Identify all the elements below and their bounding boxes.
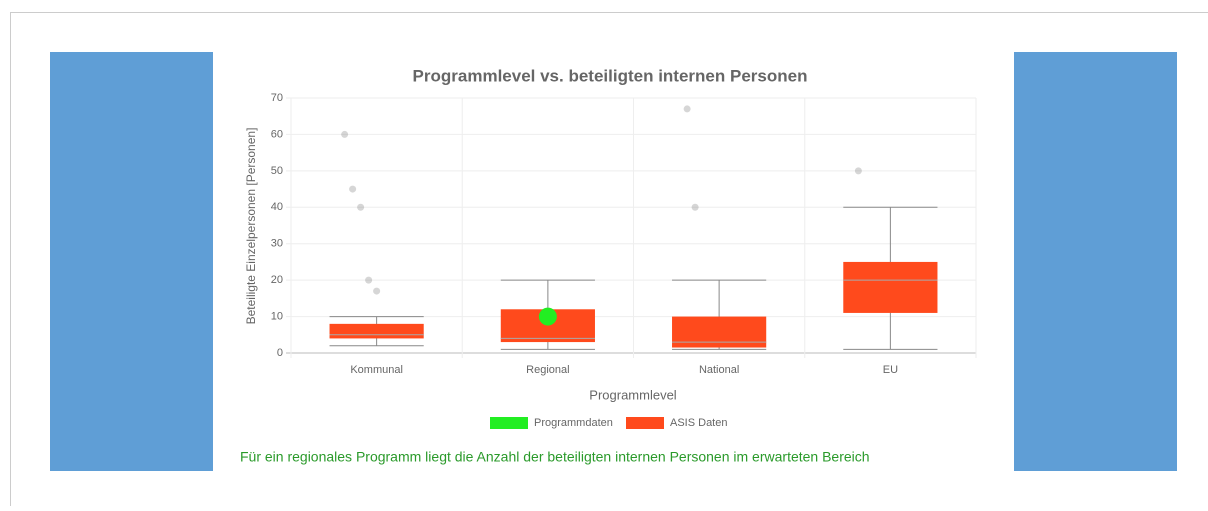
outlier — [373, 288, 380, 295]
outlier — [692, 204, 699, 211]
message: Für ein regionales Programm liegt die An… — [240, 449, 870, 465]
legend-swatch[interactable] — [626, 417, 664, 429]
side-panel — [1014, 52, 1177, 471]
outlier — [357, 204, 364, 211]
y-tick-label: 50 — [271, 165, 283, 177]
y-tick-label: 10 — [271, 310, 283, 322]
legend-label[interactable]: Programmdaten — [534, 417, 613, 429]
box — [672, 317, 766, 348]
y-tick-label: 0 — [277, 347, 283, 359]
y-tick-label: 60 — [271, 128, 283, 140]
y-tick-label: 20 — [271, 274, 283, 286]
outlier — [855, 167, 862, 174]
side-panel — [50, 52, 213, 471]
box — [843, 262, 937, 313]
legend-swatch[interactable] — [490, 417, 528, 429]
x-tick-label: National — [699, 364, 739, 376]
outlier — [349, 186, 356, 193]
box — [330, 324, 424, 339]
chart-title: Programmlevel vs. beteiligten internen P… — [413, 66, 808, 85]
x-tick-label: Regional — [526, 364, 569, 376]
y-tick-label: 40 — [271, 201, 283, 213]
y-tick-label: 70 — [271, 92, 283, 104]
x-axis-label: Programmlevel — [589, 387, 677, 402]
outlier — [684, 105, 691, 112]
x-tick-label: Kommunal — [350, 364, 403, 376]
y-tick-label: 30 — [271, 238, 283, 250]
outlier — [365, 277, 372, 284]
outlier — [341, 131, 348, 138]
y-axis-label: Beteiligte Einzelpersonen [Personen] — [244, 128, 258, 325]
program-point — [539, 308, 557, 326]
legend-label[interactable]: ASIS Daten — [670, 417, 727, 429]
x-tick-label: EU — [883, 364, 898, 376]
